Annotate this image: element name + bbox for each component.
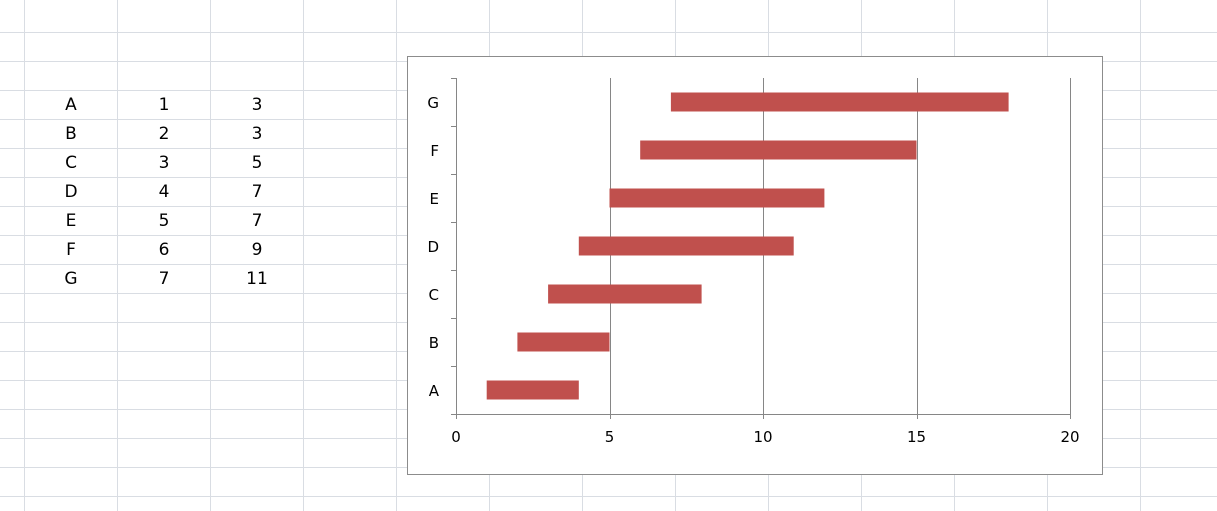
table-cell[interactable]: F	[66, 240, 76, 260]
table-cell[interactable]: C	[65, 153, 77, 173]
x-tick-label: 15	[907, 428, 926, 446]
y-axis-tick-labels: A B C D E F G	[427, 94, 439, 400]
chart-axes	[451, 78, 1071, 419]
x-tick-label: 10	[753, 428, 772, 446]
table-cell[interactable]: 5	[158, 211, 170, 231]
chart-area[interactable]: 0 5 10 15 20 A B C D E F G	[407, 56, 1103, 475]
table-cell[interactable]: 5	[251, 153, 263, 173]
table-cell[interactable]: 1	[158, 95, 170, 115]
bar-F	[640, 140, 917, 160]
table-cell[interactable]: 7	[251, 211, 263, 231]
table-cell[interactable]: 6	[158, 240, 170, 260]
table-cell[interactable]: 3	[251, 95, 263, 115]
bar-A	[486, 380, 579, 400]
bar-E	[609, 188, 825, 208]
bar-C	[548, 284, 702, 304]
table-cell[interactable]: D	[64, 182, 78, 202]
y-tick-label: E	[430, 190, 439, 208]
table-cell[interactable]: 3	[251, 124, 263, 144]
x-tick-label: 0	[451, 428, 461, 446]
bar-B	[517, 332, 610, 352]
table-cell[interactable]: 7	[251, 182, 263, 202]
chart-bars	[486, 92, 1009, 400]
table-cell[interactable]: 11	[246, 269, 268, 289]
y-tick-label: B	[429, 334, 439, 352]
table-cell[interactable]: 7	[158, 269, 170, 289]
x-tick-label: 5	[605, 428, 615, 446]
table-cell[interactable]: 9	[251, 240, 263, 260]
table-cell[interactable]: B	[65, 124, 77, 144]
table-cell[interactable]: 2	[158, 124, 170, 144]
bar-chart: 0 5 10 15 20 A B C D E F G	[427, 78, 1080, 446]
bar-D	[578, 236, 794, 256]
table-cell[interactable]: 4	[158, 182, 170, 202]
table-cell[interactable]: 3	[158, 153, 170, 173]
bar-G	[670, 92, 1009, 112]
x-axis-tick-labels: 0 5 10 15 20	[451, 428, 1079, 446]
y-tick-label: A	[429, 382, 440, 400]
table-cell[interactable]: E	[65, 211, 77, 231]
y-tick-label: D	[427, 238, 439, 256]
y-tick-label: G	[427, 94, 439, 112]
y-tick-label: C	[429, 286, 439, 304]
table-cell[interactable]: G	[64, 269, 78, 289]
x-tick-label: 20	[1060, 428, 1079, 446]
table-cell[interactable]: A	[65, 95, 77, 115]
y-tick-label: F	[430, 142, 439, 160]
data-table: A 1 3 B 2 3 C 3 5 D 4 7 E 5 7 F 6 9 G 7 11	[0, 0, 400, 511]
